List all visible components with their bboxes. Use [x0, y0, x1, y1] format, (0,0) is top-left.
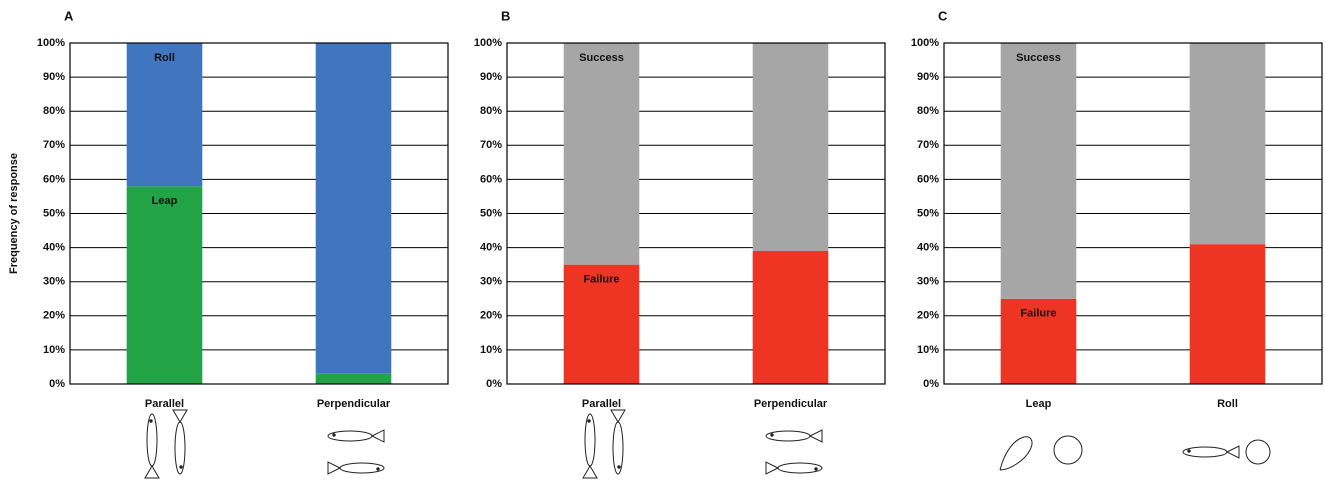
y-tick-label: 80%: [43, 105, 65, 117]
y-tick-label: 60%: [917, 173, 939, 185]
x-tick-label: Leap: [1026, 398, 1052, 410]
y-tick-label: 70%: [917, 139, 939, 151]
bar-segment: [315, 43, 392, 374]
panel-label: A: [64, 8, 74, 23]
panel-label: C: [938, 8, 948, 23]
y-tick-label: 60%: [480, 173, 502, 185]
bar-segment: [1189, 244, 1266, 384]
y-axis-label: Frequency of response: [8, 153, 20, 274]
y-tick-label: 90%: [43, 71, 65, 83]
bar-segment: [126, 43, 203, 187]
y-tick-label: 10%: [917, 344, 939, 356]
bar-segment: [315, 373, 392, 384]
x-tick-label: Roll: [1217, 398, 1238, 410]
y-tick-label: 90%: [480, 71, 502, 83]
y-tick-label: 10%: [480, 344, 502, 356]
y-tick-label: 90%: [917, 71, 939, 83]
y-tick-label: 10%: [43, 344, 65, 356]
y-tick-label: 70%: [480, 139, 502, 151]
y-tick-label: 60%: [43, 173, 65, 185]
series-label: Success: [1016, 52, 1061, 64]
y-tick-label: 40%: [480, 242, 502, 254]
y-tick-label: 30%: [43, 276, 65, 288]
series-label: Success: [579, 52, 624, 64]
y-tick-label: 100%: [474, 37, 502, 49]
bar-segment: [563, 43, 640, 265]
y-tick-label: 0%: [923, 378, 939, 390]
y-tick-label: 30%: [480, 276, 502, 288]
y-tick-label: 80%: [480, 105, 502, 117]
x-tick-label: Parallel: [582, 398, 621, 410]
y-tick-label: 0%: [49, 378, 65, 390]
y-tick-label: 70%: [43, 139, 65, 151]
bar-segment: [1000, 298, 1077, 384]
plot-border: [943, 42, 1323, 385]
y-tick-label: 50%: [480, 207, 502, 219]
bar-segment: [563, 264, 640, 384]
bar-segment: [752, 43, 829, 252]
y-tick-label: 80%: [917, 105, 939, 117]
y-tick-label: 100%: [37, 37, 65, 49]
series-label: Leap: [152, 195, 178, 207]
y-tick-label: 30%: [917, 276, 939, 288]
plot-border: [69, 42, 449, 385]
y-tick-label: 50%: [43, 207, 65, 219]
series-label: Failure: [583, 274, 619, 286]
series-label: Failure: [1020, 308, 1056, 320]
y-tick-label: 20%: [43, 310, 65, 322]
y-tick-label: 40%: [917, 242, 939, 254]
x-tick-label: Parallel: [145, 398, 184, 410]
y-tick-label: 40%: [43, 242, 65, 254]
bar-segment: [126, 186, 203, 384]
x-tick-label: Perpendicular: [754, 398, 828, 410]
bar-segment: [1189, 43, 1266, 245]
y-tick-label: 20%: [480, 310, 502, 322]
x-tick-label: Perpendicular: [317, 398, 391, 410]
series-label: Roll: [154, 52, 175, 64]
plot-border: [506, 42, 886, 385]
fish-icons: [144, 409, 1271, 479]
bar-segment: [752, 251, 829, 384]
bar-segment: [1000, 43, 1077, 299]
y-tick-label: 50%: [917, 207, 939, 219]
y-tick-label: 0%: [486, 378, 502, 390]
y-tick-label: 20%: [917, 310, 939, 322]
panel-label: B: [501, 8, 510, 23]
y-tick-label: 100%: [911, 37, 939, 49]
